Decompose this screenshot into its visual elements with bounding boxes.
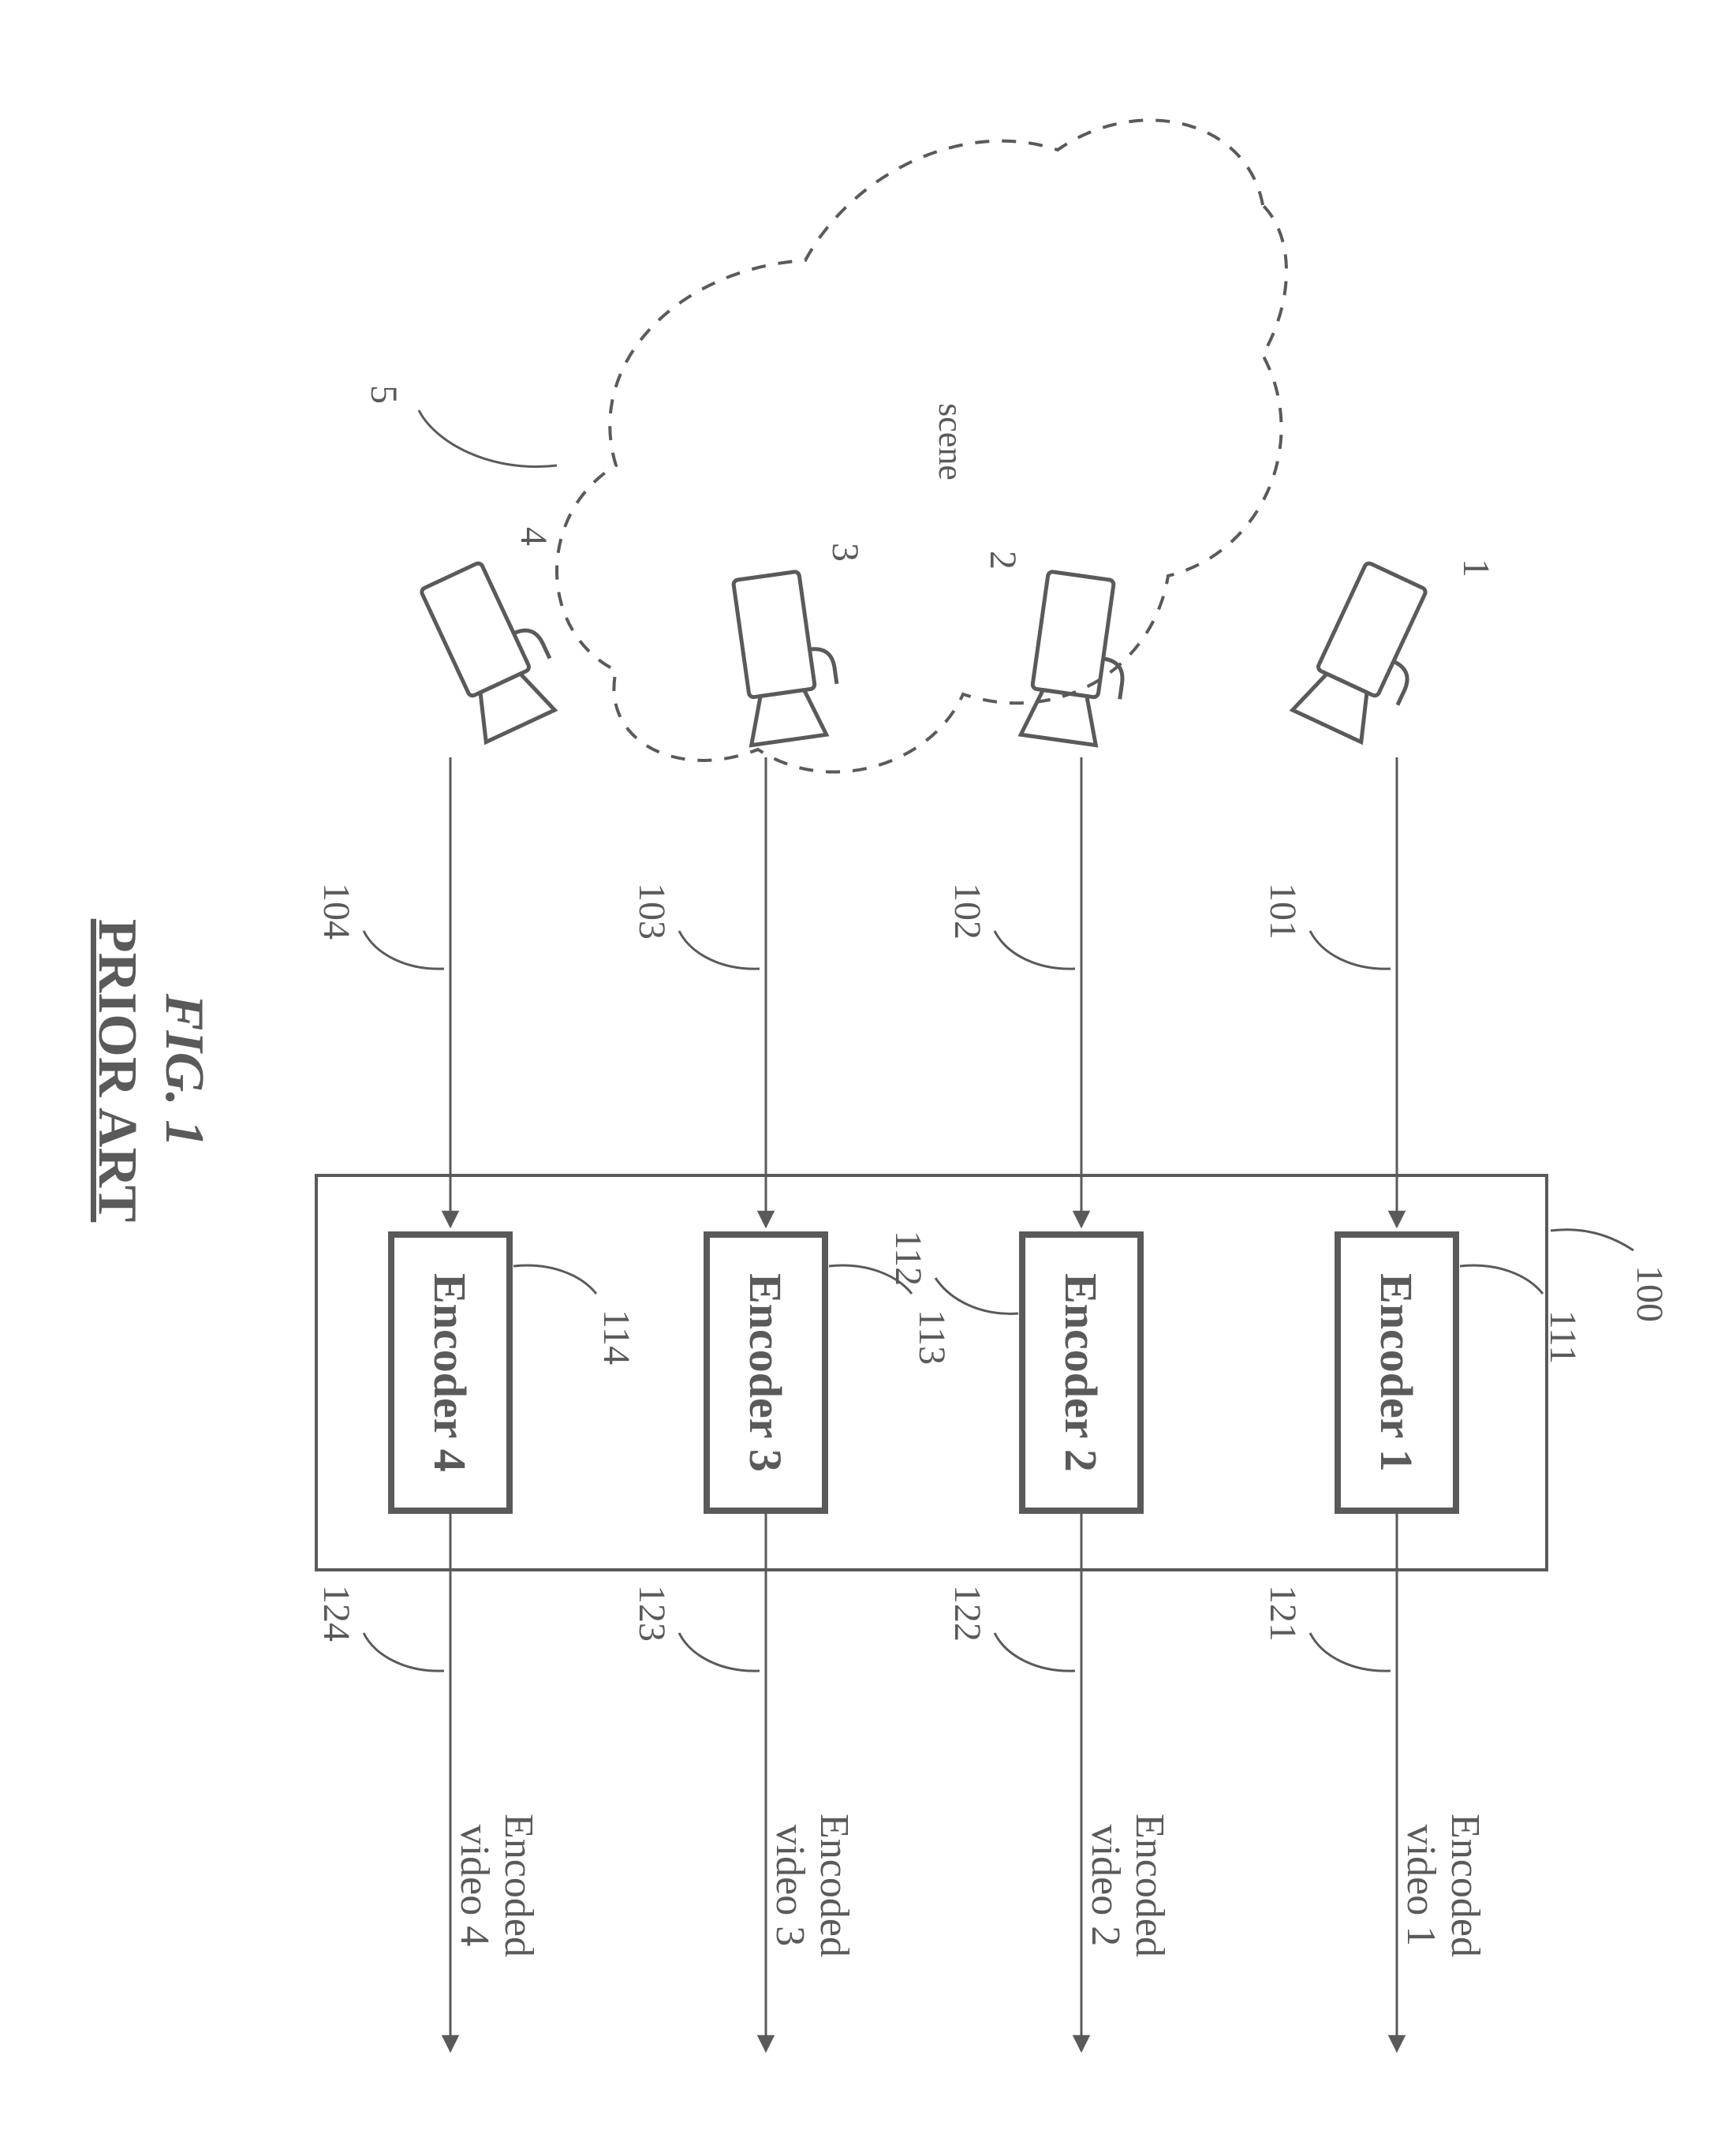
output-ref-0: 121: [1262, 1585, 1304, 1642]
encoder-ref-0: 111: [1542, 1310, 1584, 1364]
encoder-ref-leader-0: 111: [1460, 1265, 1584, 1364]
diagram-svg: scene 5 100 1 101 Encoder 1 111 121 Enco…: [0, 0, 1736, 2141]
system-ref-leader: 100: [1551, 1230, 1671, 1322]
input-ref-leader-1: 102: [946, 883, 1075, 969]
input-ref-0: 101: [1262, 883, 1304, 940]
output-label-2-l2: video 3: [767, 1825, 812, 1947]
camera-num-0: 1: [1455, 559, 1497, 577]
camera-num-2: 3: [824, 543, 866, 562]
scene-label: scene: [931, 403, 970, 480]
row-0: 1 101 Encoder 1 111 121 Encoded video 1: [1262, 559, 1584, 2051]
scene-cloud: scene: [557, 120, 1286, 772]
encoder-label-2: Encoder 3: [740, 1273, 791, 1472]
camera-1: [1021, 570, 1136, 747]
input-ref-leader-0: 101: [1262, 883, 1391, 969]
input-ref-2: 103: [631, 883, 673, 940]
camera-2: [728, 568, 843, 745]
output-label-3-l1: Encoded: [496, 1814, 541, 1957]
output-label-0-l2: video 1: [1398, 1825, 1443, 1947]
output-ref-3: 124: [315, 1585, 357, 1642]
camera-0: [1293, 560, 1447, 749]
encoder-ref-leader-1: 112: [887, 1231, 1018, 1313]
figure-label: FIG. 1: [154, 993, 215, 1147]
output-label-2-l1: Encoded: [812, 1814, 857, 1957]
scene-ref-num: 5: [363, 385, 405, 404]
scene-ref-leader: 5: [363, 385, 557, 467]
encoder-label-0: Encoder 1: [1371, 1273, 1422, 1472]
prior-art-label: PRIOR ART: [87, 919, 147, 1223]
encoder-ref-3: 114: [595, 1310, 637, 1365]
camera-num-1: 2: [982, 551, 1024, 570]
input-ref-leader-3: 104: [315, 883, 444, 969]
encoder-ref-leader-3: 114: [513, 1265, 637, 1365]
encoder-label-3: Encoder 4: [424, 1273, 476, 1472]
output-ref-1: 122: [946, 1585, 988, 1642]
row-1: 2 102 Encoder 2 112 122 Encoded video 2: [887, 551, 1172, 2051]
output-ref-leader-0: 121: [1262, 1585, 1391, 1671]
input-ref-leader-2: 103: [631, 883, 760, 969]
camera-num-3: 4: [513, 527, 554, 546]
row-2: 3 103 Encoder 3 113 123 Encoded video 3: [631, 543, 953, 2051]
output-ref-2: 123: [631, 1585, 673, 1642]
encoder-ref-2: 113: [911, 1310, 953, 1365]
output-label-1-l1: Encoded: [1127, 1814, 1172, 1957]
output-ref-leader-1: 122: [946, 1585, 1075, 1671]
output-label-1-l2: video 2: [1083, 1825, 1128, 1947]
camera-3: [416, 552, 570, 742]
output-ref-leader-2: 123: [631, 1585, 760, 1671]
input-ref-1: 102: [946, 883, 988, 940]
system-ref-num: 100: [1629, 1265, 1671, 1322]
output-label-0-l1: Encoded: [1443, 1814, 1488, 1957]
output-label-3-l2: video 4: [452, 1825, 497, 1947]
output-ref-leader-3: 124: [315, 1585, 444, 1671]
row-3: 4 104 Encoder 4 114 124 Encoded video 4: [315, 527, 637, 2051]
input-ref-3: 104: [315, 883, 357, 940]
encoder-label-1: Encoder 2: [1055, 1273, 1107, 1472]
